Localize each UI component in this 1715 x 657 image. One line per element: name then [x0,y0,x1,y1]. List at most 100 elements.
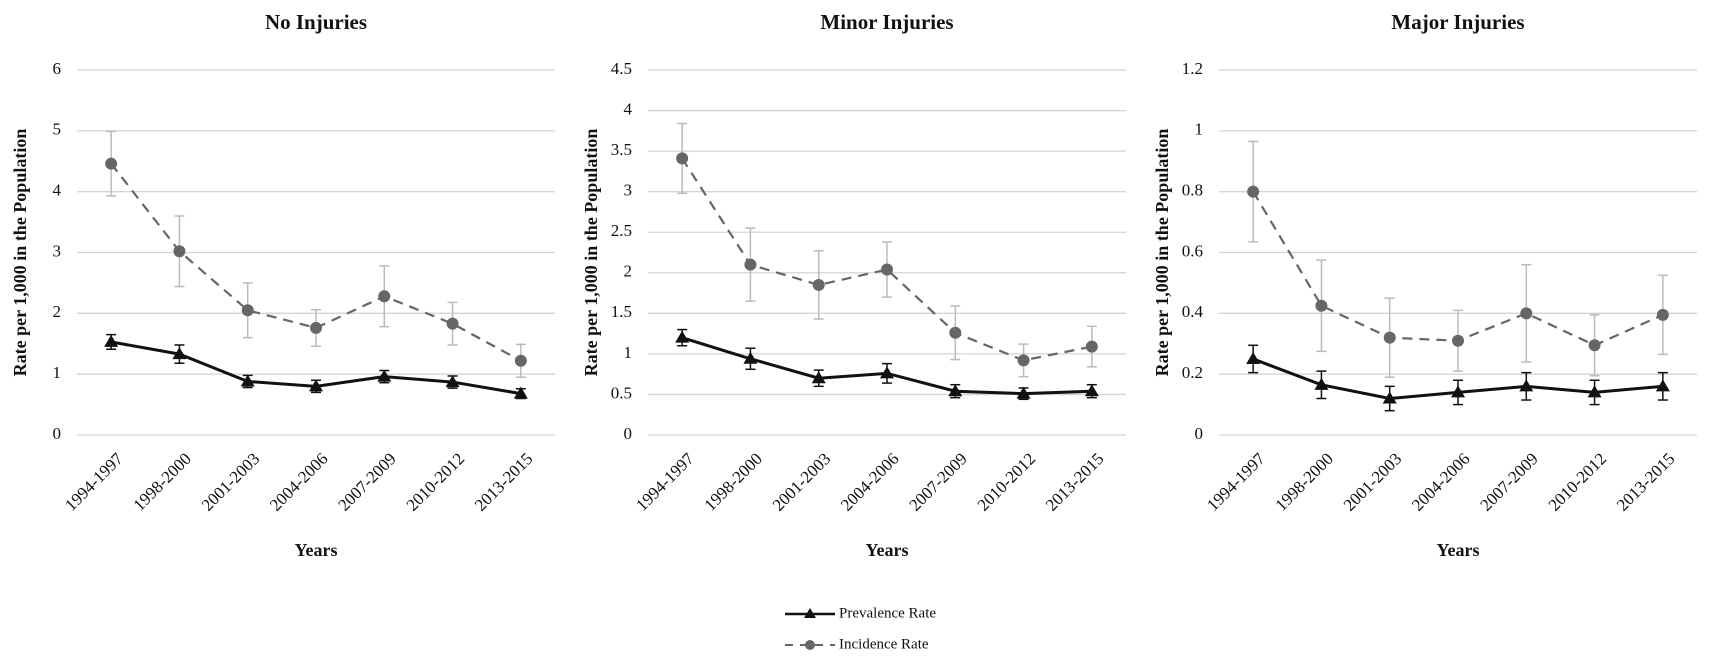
data-point [1519,379,1534,392]
data-point [1452,334,1464,347]
chart-title: Minor Injuries [820,10,953,34]
y-tick-label: 2 [624,262,633,281]
y-tick-label: 4 [53,181,62,200]
data-point [513,386,528,399]
x-tick-label: 1994-1997 [61,449,127,515]
y-tick-label: 3 [53,241,62,260]
x-tick-label: 2013-2015 [1042,449,1108,515]
y-tick-label: 4 [624,99,633,118]
x-tick-label: 2001-2003 [198,449,264,515]
data-point [1314,377,1329,390]
y-tick-label: 5 [53,120,62,139]
x-tick-label: 2004-2006 [266,449,332,515]
x-tick-label: 2007-2009 [905,449,971,515]
y-tick-label: 1 [1195,120,1204,139]
data-point [1451,385,1465,398]
x-tick-label: 1994-1997 [1203,449,1269,515]
y-tick-label: 4.5 [611,59,632,78]
data-point [1520,307,1533,320]
legend-label: Prevalence Rate [839,605,936,621]
y-tick-label: 3.5 [611,140,632,159]
data-point [881,263,893,276]
data-point [104,334,119,347]
data-point [173,245,186,258]
data-point [675,330,690,343]
y-tick-label: 1 [53,363,62,382]
y-tick-label: 0.2 [1182,363,1203,382]
x-tick-label: 2010-2012 [403,449,469,515]
data-point [1016,386,1031,399]
x-tick-label: 2007-2009 [334,449,400,515]
y-tick-label: 0.8 [1182,181,1203,200]
x-tick-label: 1998-2000 [700,449,766,515]
data-point [241,304,254,317]
chart-title: No Injuries [265,10,367,34]
y-axis-label: Rate per 1,000 in the Population [581,129,601,377]
x-axis-label: Years [866,540,909,560]
y-axis-label: Rate per 1,000 in the Population [1152,129,1172,377]
data-point [1588,339,1601,352]
data-point [1383,331,1396,344]
data-point [309,379,323,392]
y-tick-label: 1.5 [611,302,632,321]
x-tick-label: 2010-2012 [1545,449,1611,515]
data-point [310,321,322,334]
legend-label: Incidence Rate [839,636,929,652]
data-point [1382,391,1397,404]
y-tick-label: 3 [624,181,633,200]
data-point [676,152,689,165]
data-point [1246,351,1261,364]
data-point [1656,308,1669,321]
data-point [812,278,825,291]
y-tick-label: 0 [1195,424,1204,443]
x-tick-label: 2001-2003 [1340,449,1406,515]
y-tick-label: 0 [53,424,62,443]
x-tick-label: 1994-1997 [632,449,698,515]
x-tick-label: 2010-2012 [974,449,1040,515]
x-tick-label: 2004-2006 [837,449,903,515]
data-point [948,384,963,397]
data-point [514,354,527,367]
data-point [949,326,962,339]
x-tick-label: 2013-2015 [1613,449,1679,515]
x-axis-label: Years [1437,540,1480,560]
data-point [446,317,459,330]
y-tick-label: 0.6 [1182,241,1203,260]
y-tick-label: 6 [53,59,62,78]
data-point [172,347,187,360]
y-tick-label: 2.5 [611,221,632,240]
y-tick-label: 1 [624,343,633,362]
data-point [743,351,758,364]
x-tick-label: 2001-2003 [769,449,835,515]
data-point [445,375,460,388]
y-tick-label: 2 [53,302,62,321]
x-tick-label: 1998-2000 [1271,449,1337,515]
x-tick-label: 2013-2015 [471,449,537,515]
y-axis-label: Rate per 1,000 in the Population [10,129,30,377]
data-point [1655,379,1670,392]
data-point [378,290,391,303]
y-tick-label: 0.4 [1182,302,1204,321]
data-point [1315,299,1328,312]
chart-title: Major Injuries [1391,10,1524,34]
y-tick-label: 0 [624,424,633,443]
y-tick-label: 0.5 [611,383,632,402]
data-point [1247,185,1260,198]
data-point [1017,354,1030,367]
data-point [811,371,826,384]
data-point [240,374,255,387]
data-point [1084,384,1099,397]
x-axis-label: Years [295,540,338,560]
y-tick-label: 1.2 [1182,59,1203,78]
legend-marker [805,640,815,650]
data-point [377,369,392,382]
data-point [744,258,757,271]
data-point [880,366,894,379]
x-tick-label: 2007-2009 [1476,449,1542,515]
x-tick-label: 2004-2006 [1408,449,1474,515]
data-point [1085,340,1098,353]
data-point [1587,385,1602,398]
x-tick-label: 1998-2000 [129,449,195,515]
legend-marker [804,608,816,618]
